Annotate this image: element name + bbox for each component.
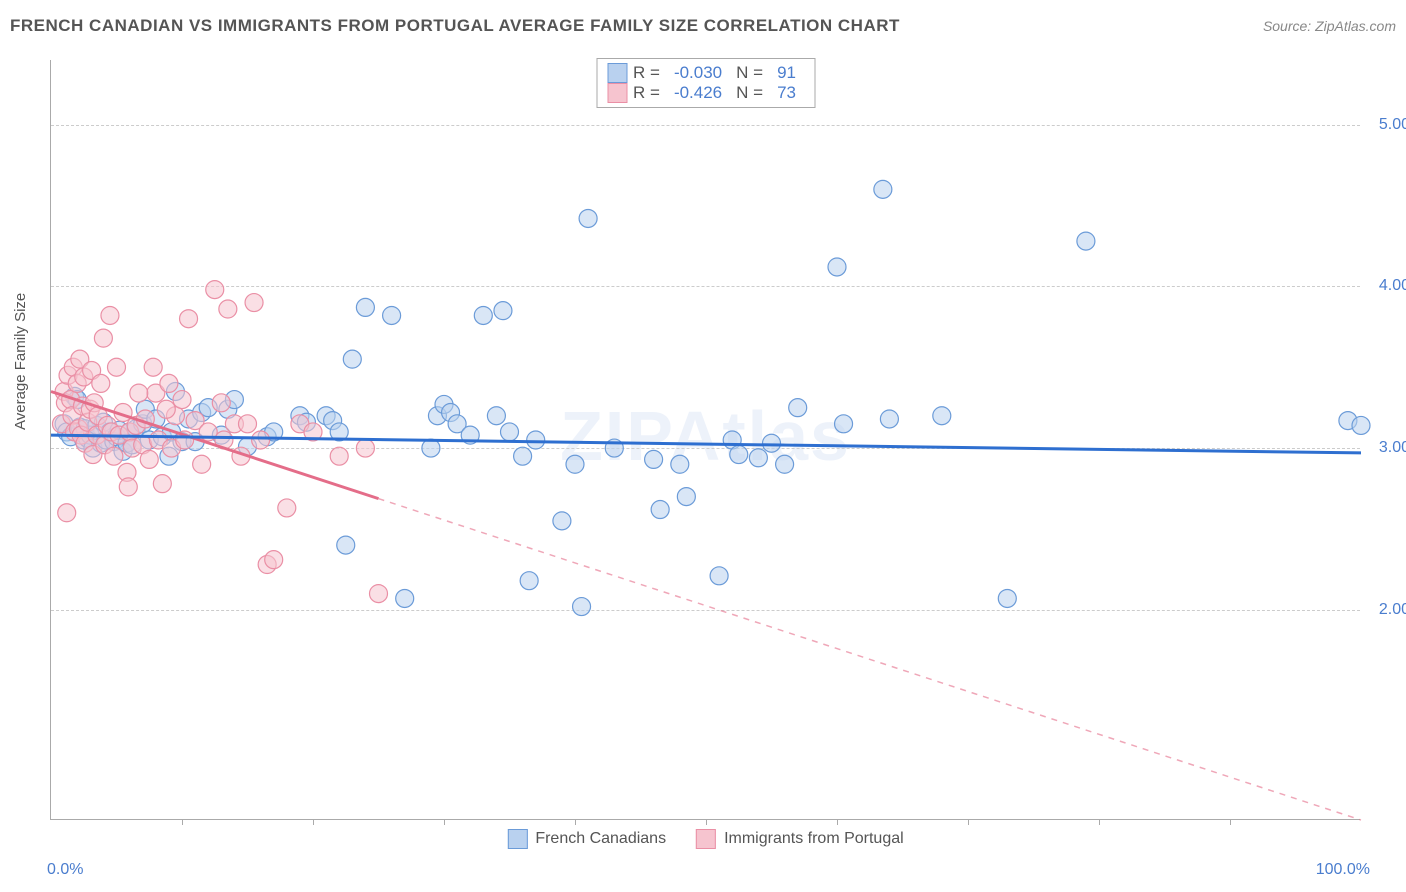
stats-row-pink: R = -0.426 N = 73 xyxy=(607,83,804,103)
legend-label-blue: French Canadians xyxy=(535,830,666,848)
n-value-pink: 73 xyxy=(777,83,796,103)
y-tick-label: 2.00 xyxy=(1365,601,1406,619)
plot-area: ZIPAtlas 2.003.004.005.00 R = -0.030 N =… xyxy=(50,60,1360,820)
legend-item-blue: French Canadians xyxy=(507,829,666,849)
stats-row-blue: R = -0.030 N = 91 xyxy=(607,63,804,83)
legend-label-pink: Immigrants from Portugal xyxy=(724,830,904,848)
y-tick-label: 3.00 xyxy=(1365,439,1406,457)
swatch-pink-icon xyxy=(607,83,627,103)
x-tick-min: 0.0% xyxy=(47,861,83,879)
swatch-pink-icon xyxy=(696,829,716,849)
chart-title: FRENCH CANADIAN VS IMMIGRANTS FROM PORTU… xyxy=(10,16,900,36)
title-bar: FRENCH CANADIAN VS IMMIGRANTS FROM PORTU… xyxy=(10,10,1396,42)
x-tick-max: 100.0% xyxy=(1316,861,1370,879)
source-label: Source: ZipAtlas.com xyxy=(1263,18,1396,34)
y-tick-label: 5.00 xyxy=(1365,116,1406,134)
stats-legend: R = -0.030 N = 91 R = -0.426 N = 73 xyxy=(596,58,815,108)
legend-item-pink: Immigrants from Portugal xyxy=(696,829,904,849)
r-value-blue: -0.030 xyxy=(674,63,722,83)
n-label: N = xyxy=(736,63,763,83)
scatter-svg xyxy=(51,60,1360,819)
y-tick-label: 4.00 xyxy=(1365,277,1406,295)
r-value-pink: -0.426 xyxy=(674,83,722,103)
swatch-blue-icon xyxy=(607,63,627,83)
y-axis-label: Average Family Size xyxy=(12,293,29,430)
n-label: N = xyxy=(736,83,763,103)
r-label: R = xyxy=(633,83,660,103)
r-label: R = xyxy=(633,63,660,83)
series-legend: French Canadians Immigrants from Portuga… xyxy=(507,829,903,849)
swatch-blue-icon xyxy=(507,829,527,849)
n-value-blue: 91 xyxy=(777,63,796,83)
